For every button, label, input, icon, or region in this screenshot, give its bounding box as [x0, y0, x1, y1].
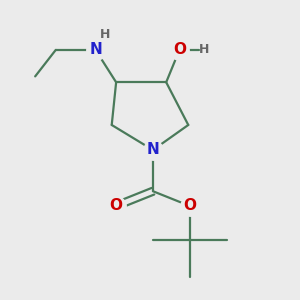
Text: O: O	[110, 198, 123, 213]
Text: H: H	[198, 44, 209, 56]
Text: N: N	[147, 142, 159, 158]
Text: N: N	[89, 42, 102, 57]
Text: O: O	[183, 198, 196, 213]
Text: O: O	[173, 42, 186, 57]
Text: H: H	[100, 28, 110, 41]
